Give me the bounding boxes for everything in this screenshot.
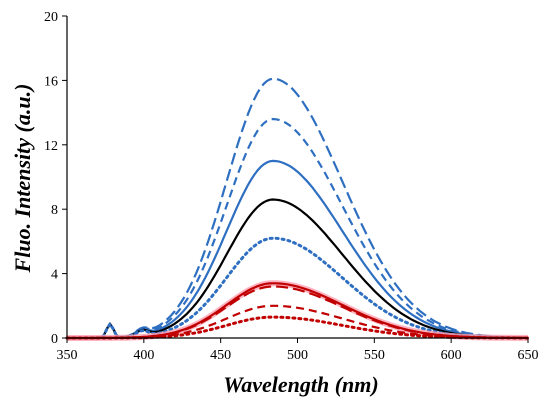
y-tick-label-2: 8 xyxy=(51,203,58,218)
axes-layer: 350 400 450 500 550 600 650 0 4 8 12 16 20 xyxy=(44,10,539,363)
series-line-2 xyxy=(67,117,529,340)
y-tick-label-5: 20 xyxy=(44,10,58,25)
series-line-3 xyxy=(67,159,528,340)
series-line-6 xyxy=(67,280,528,341)
x-tick-label-4: 550 xyxy=(364,348,385,363)
y-tick-label-3: 12 xyxy=(44,139,58,154)
x-tick-label-5: 600 xyxy=(441,348,462,363)
y-axis-title: Fluo. Intensity (a.u.) xyxy=(10,84,35,274)
series-line-7 xyxy=(67,282,528,340)
y-tick-label-4: 16 xyxy=(44,74,58,89)
series-line-4 xyxy=(67,198,528,340)
series-line-9 xyxy=(67,304,528,340)
x-tick-label-2: 450 xyxy=(210,348,231,363)
x-tick-label-0: 350 xyxy=(57,348,78,363)
x-tick-label-1: 400 xyxy=(133,348,154,363)
y-tick-label-0: 0 xyxy=(51,332,58,347)
x-tick-label-6: 650 xyxy=(518,348,539,363)
y-tick-label-1: 4 xyxy=(51,268,58,283)
x-axis-title: Wavelength (nm) xyxy=(223,372,378,397)
x-tick-label-3: 500 xyxy=(287,348,308,363)
series-layer xyxy=(65,77,530,341)
